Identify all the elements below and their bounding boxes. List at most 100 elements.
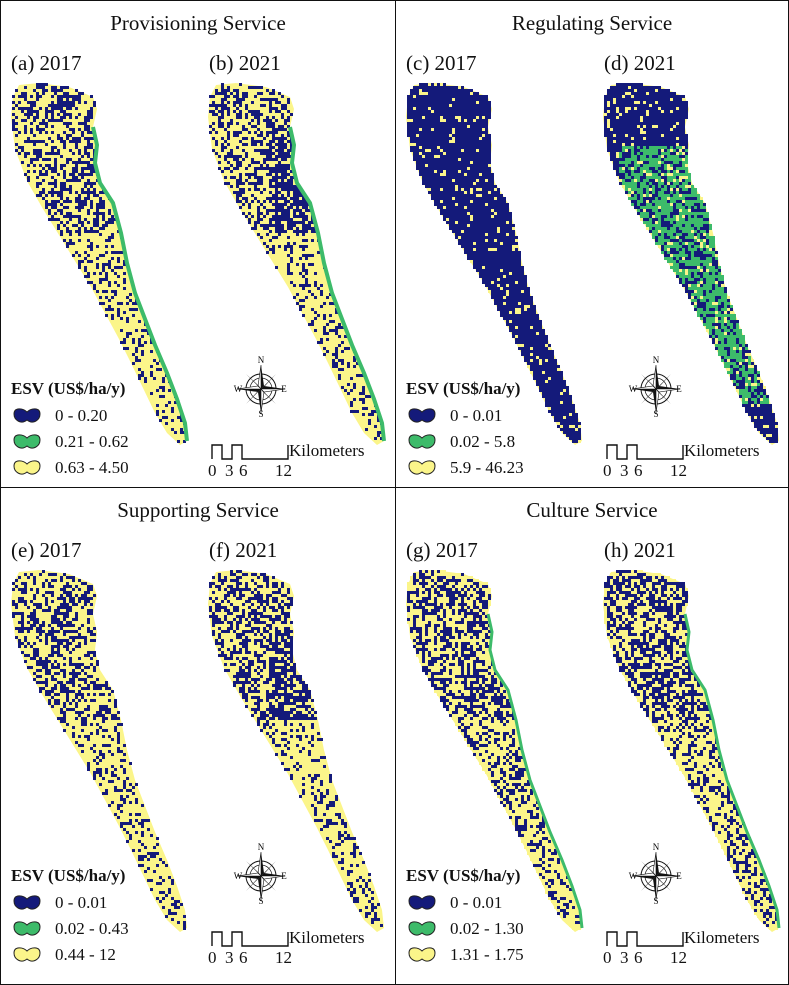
compass-s-label: S bbox=[653, 896, 658, 906]
quadrant-regulating: Regulating Service (c) 2017 (d) 2021 ESV… bbox=[396, 1, 788, 488]
quadrant-title: Provisioning Service bbox=[110, 11, 286, 35]
compass-n-label: N bbox=[258, 355, 265, 365]
compass-s-label: S bbox=[653, 409, 658, 419]
legend-item: 0.63 - 4.50 bbox=[11, 455, 129, 481]
legend: ESV (US$/ha/y) 0 - 0.01 0.02 - 1.30 1.31… bbox=[406, 866, 524, 968]
panel-label-a: (a) 2017 bbox=[11, 51, 82, 75]
legend-item: 0 - 0.01 bbox=[11, 890, 129, 916]
panel-label-c: (c) 2017 bbox=[406, 51, 477, 75]
legend-item: 0.44 - 12 bbox=[11, 942, 129, 968]
legend-range: 0 - 0.20 bbox=[55, 406, 108, 425]
compass-s-label: S bbox=[258, 896, 263, 906]
legend-title: ESV (US$/ha/y) bbox=[406, 379, 521, 398]
legend-range: 0.02 - 1.30 bbox=[450, 919, 524, 938]
map-h-2021 bbox=[603, 570, 781, 932]
compass-n-label: N bbox=[653, 842, 660, 852]
legend-title: ESV (US$/ha/y) bbox=[406, 866, 521, 885]
scale-tick: 3 bbox=[620, 948, 629, 967]
compass-w-label: W bbox=[234, 871, 243, 881]
scale-bar: Kilometers 0 3 6 12 bbox=[603, 928, 776, 968]
legend-swatch bbox=[13, 434, 41, 449]
legend-range: 0.44 - 12 bbox=[55, 945, 116, 964]
scale-tick: 0 bbox=[603, 461, 612, 480]
legend-swatch bbox=[408, 408, 436, 423]
legend-range: 0 - 0.01 bbox=[450, 893, 503, 912]
compass-n-label: N bbox=[258, 842, 265, 852]
legend-item: 0 - 0.01 bbox=[406, 890, 524, 916]
scale-bar-graphic bbox=[606, 444, 684, 460]
legend-swatch bbox=[13, 947, 41, 962]
scale-unit: Kilometers bbox=[684, 441, 760, 460]
legend-range: 0.21 - 0.62 bbox=[55, 432, 129, 451]
quadrant-title: Culture Service bbox=[526, 498, 658, 522]
panel-label-d: (d) 2021 bbox=[604, 51, 676, 75]
legend-range: 0 - 0.01 bbox=[450, 406, 503, 425]
panel-label-h: (h) 2021 bbox=[604, 538, 676, 562]
legend-title: ESV (US$/ha/y) bbox=[11, 379, 126, 398]
legend-swatch bbox=[13, 460, 41, 475]
scale-tick: 12 bbox=[670, 461, 687, 480]
compass-w-label: W bbox=[234, 384, 243, 394]
scale-tick: 0 bbox=[603, 948, 612, 967]
panel-label-e: (e) 2017 bbox=[11, 538, 82, 562]
quadrant-title: Regulating Service bbox=[511, 11, 673, 35]
legend-range: 0.63 - 4.50 bbox=[55, 458, 129, 477]
map-g-2017 bbox=[406, 570, 584, 932]
scale-tick: 6 bbox=[239, 461, 248, 480]
map-a-2017 bbox=[11, 83, 189, 445]
legend-title: ESV (US$/ha/y) bbox=[11, 866, 126, 885]
legend-item: 0 - 0.20 bbox=[11, 403, 129, 429]
legend-swatch bbox=[408, 434, 436, 449]
scale-tick: 0 bbox=[208, 461, 217, 480]
map-d-2021 bbox=[603, 83, 779, 445]
compass-w-label: W bbox=[629, 384, 638, 394]
scale-bar: Kilometers 0 3 6 12 bbox=[208, 928, 381, 968]
panel-label-b: (b) 2021 bbox=[209, 51, 281, 75]
legend-swatch bbox=[408, 921, 436, 936]
legend-range: 5.9 - 46.23 bbox=[450, 458, 524, 477]
compass-n-label: N bbox=[653, 355, 660, 365]
compass-e-label: E bbox=[676, 384, 682, 394]
legend-item: 0.02 - 1.30 bbox=[406, 916, 524, 942]
legend-item: 0.21 - 0.62 bbox=[11, 429, 129, 455]
quadrant-title: Supporting Service bbox=[117, 498, 279, 522]
scale-tick: 6 bbox=[239, 948, 248, 967]
legend-swatch bbox=[408, 947, 436, 962]
scale-tick: 6 bbox=[634, 948, 643, 967]
legend-swatch bbox=[13, 921, 41, 936]
legend-range: 0 - 0.01 bbox=[55, 893, 108, 912]
quadrant-culture: Culture Service (g) 2017 (h) 2021 ESV (U… bbox=[396, 488, 788, 984]
legend: ESV (US$/ha/y) 0 - 0.01 0.02 - 0.43 0.44… bbox=[11, 866, 129, 968]
compass-w-label: W bbox=[629, 871, 638, 881]
compass-e-label: E bbox=[281, 384, 287, 394]
scale-bar-graphic bbox=[211, 444, 289, 460]
legend-range: 0.02 - 0.43 bbox=[55, 919, 129, 938]
panel-label-g: (g) 2017 bbox=[406, 538, 478, 562]
legend-range: 1.31 - 1.75 bbox=[450, 945, 524, 964]
compass-rose-icon: N S E W bbox=[234, 842, 288, 906]
scale-tick: 12 bbox=[275, 948, 292, 967]
legend-swatch bbox=[408, 460, 436, 475]
scale-tick: 12 bbox=[275, 461, 292, 480]
legend-swatch bbox=[13, 408, 41, 423]
compass-rose-icon: N S E W bbox=[234, 355, 288, 419]
legend-swatch bbox=[408, 895, 436, 910]
map-b-2021 bbox=[208, 83, 386, 445]
legend-range: 0.02 - 5.8 bbox=[450, 432, 516, 451]
legend: ESV (US$/ha/y) 0 - 0.01 0.02 - 5.8 5.9 -… bbox=[406, 379, 524, 481]
legend-item: 0.02 - 5.8 bbox=[406, 429, 524, 455]
scale-bar: Kilometers 0 3 6 12 bbox=[208, 441, 381, 481]
compass-rose-icon: N S E W bbox=[629, 355, 683, 419]
scale-tick: 3 bbox=[620, 461, 629, 480]
scale-tick: 12 bbox=[670, 948, 687, 967]
legend-item: 1.31 - 1.75 bbox=[406, 942, 524, 968]
scale-tick: 6 bbox=[634, 461, 643, 480]
map-c-2017 bbox=[406, 83, 582, 445]
scale-unit: Kilometers bbox=[684, 928, 760, 947]
legend-item: 0.02 - 0.43 bbox=[11, 916, 129, 942]
scale-tick: 0 bbox=[208, 948, 217, 967]
panel-label-f: (f) 2021 bbox=[209, 538, 278, 562]
scale-unit: Kilometers bbox=[289, 928, 365, 947]
compass-s-label: S bbox=[258, 409, 263, 419]
